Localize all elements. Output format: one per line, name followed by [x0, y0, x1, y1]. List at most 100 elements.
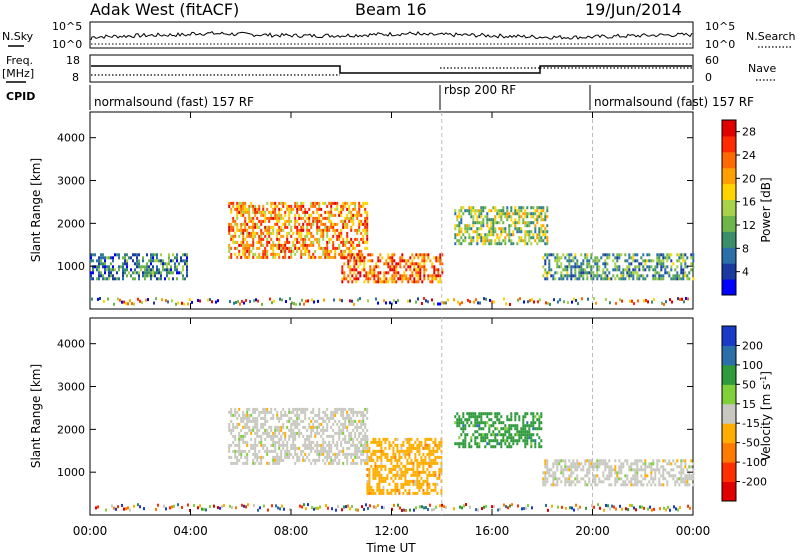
data-cell	[356, 231, 359, 235]
data-cell	[344, 219, 347, 223]
data-cell	[676, 477, 679, 481]
data-cell	[341, 253, 344, 257]
data-cell	[480, 415, 483, 419]
data-cell	[574, 465, 577, 469]
data-cell	[286, 440, 289, 444]
noise-cell	[507, 506, 509, 510]
data-cell	[544, 477, 547, 481]
data-cell	[462, 439, 465, 443]
data-cell	[280, 228, 283, 232]
data-cell	[540, 224, 543, 228]
data-cell	[341, 271, 344, 275]
data-cell	[414, 446, 417, 450]
data-cell	[342, 201, 345, 205]
data-cell	[258, 246, 261, 250]
data-cell	[524, 442, 527, 446]
data-cell	[359, 253, 362, 257]
data-cell	[424, 470, 427, 474]
colorbar-tick-label: 8	[742, 242, 749, 255]
data-cell	[454, 421, 457, 425]
data-cell	[372, 491, 375, 495]
data-cell	[668, 474, 671, 478]
data-cell	[398, 488, 401, 492]
data-cell	[274, 243, 277, 247]
data-cell	[546, 215, 549, 219]
data-cell	[524, 415, 527, 419]
data-cell	[234, 461, 237, 465]
data-cell	[552, 465, 555, 469]
data-cell	[498, 227, 501, 231]
data-cell	[244, 413, 247, 417]
data-cell	[390, 458, 393, 462]
data-cell	[126, 274, 128, 278]
data-cell	[284, 434, 287, 438]
data-cell	[401, 256, 404, 260]
data-cell	[276, 228, 279, 232]
data-cell	[274, 407, 277, 411]
data-cell	[644, 468, 647, 472]
data-cell	[282, 431, 285, 435]
data-cell	[524, 215, 527, 219]
data-cell	[640, 274, 643, 278]
data-cell	[482, 218, 485, 222]
data-cell	[228, 446, 231, 450]
data-cell	[488, 242, 491, 246]
data-cell	[362, 204, 365, 208]
data-cell	[412, 482, 415, 486]
data-cell	[514, 427, 517, 431]
data-cell	[606, 253, 609, 257]
data-cell	[642, 259, 645, 263]
data-cell	[672, 474, 675, 478]
data-cell	[343, 253, 346, 257]
data-cell	[186, 262, 188, 266]
data-cell	[582, 268, 585, 272]
data-cell	[408, 440, 411, 444]
data-cell	[558, 265, 561, 269]
data-cell	[238, 422, 241, 426]
data-cell	[238, 449, 241, 453]
noise-cell	[279, 507, 281, 511]
data-cell	[632, 274, 635, 278]
data-cell	[380, 449, 383, 453]
data-cell	[250, 446, 253, 450]
data-cell	[566, 253, 569, 257]
noise-cell	[483, 297, 485, 301]
data-cell	[258, 204, 261, 208]
data-cell	[520, 239, 523, 243]
noise-cell	[633, 506, 635, 510]
data-cell	[356, 422, 359, 426]
data-cell	[580, 253, 583, 257]
data-cell	[530, 206, 533, 210]
nsearch-tick-low: 10^0	[705, 38, 735, 51]
data-cell	[306, 443, 309, 447]
noise-cell	[267, 508, 269, 512]
data-cell	[534, 427, 537, 431]
data-cell	[294, 222, 297, 226]
data-cell	[435, 277, 438, 281]
data-cell	[254, 419, 257, 423]
data-cell	[176, 259, 178, 263]
data-cell	[620, 253, 623, 257]
data-cell	[164, 262, 166, 266]
data-cell	[324, 255, 327, 259]
data-cell	[520, 206, 523, 210]
data-cell	[622, 462, 625, 466]
data-cell	[632, 468, 635, 472]
data-cell	[628, 265, 631, 269]
data-cell	[556, 262, 559, 266]
data-cell	[412, 461, 415, 465]
data-cell	[528, 436, 531, 440]
data-cell	[246, 207, 249, 211]
data-cell	[686, 274, 689, 278]
data-cell	[402, 440, 405, 444]
data-cell	[540, 439, 543, 443]
data-cell	[246, 419, 249, 423]
data-cell	[106, 265, 108, 269]
data-cell	[384, 467, 387, 471]
data-cell	[413, 256, 416, 260]
data-cell	[264, 249, 267, 253]
data-cell	[158, 259, 160, 263]
data-cell	[427, 277, 430, 281]
data-cell	[240, 240, 243, 244]
data-cell	[180, 256, 182, 260]
